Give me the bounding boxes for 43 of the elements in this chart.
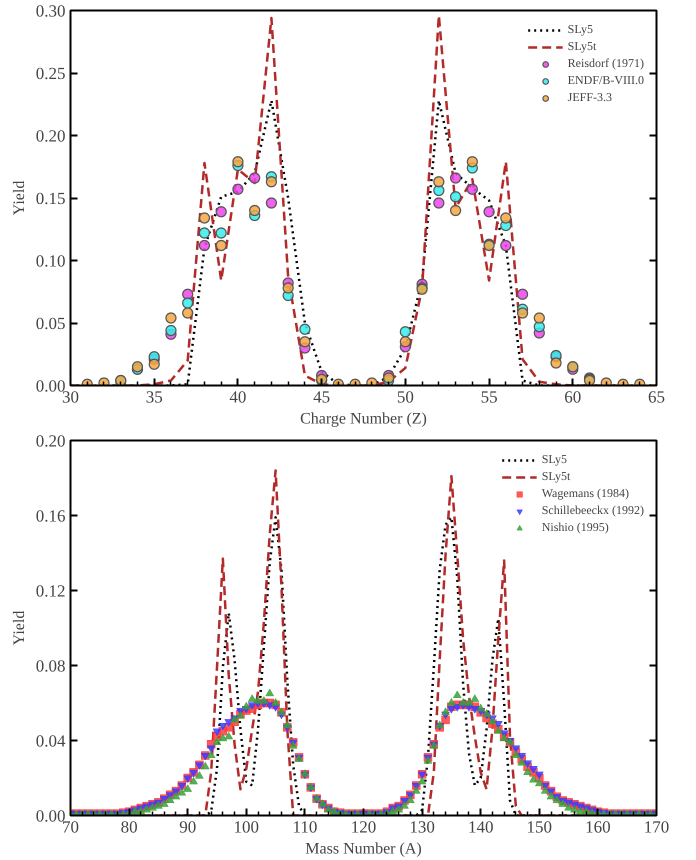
legend-label: Reisdorf (1971) (568, 56, 644, 71)
legend-label: SLy5 (542, 452, 568, 467)
x-tick-label: 65 (648, 388, 665, 406)
legend-label: SLy5 (568, 22, 594, 37)
legend-label: Schillebeeckx (1992) (542, 503, 644, 518)
y-tick-label: 0.12 (36, 582, 66, 600)
y-tick-label: 0.04 (36, 732, 66, 750)
x-tick-label: 55 (480, 388, 498, 406)
legend-label: ENDF/B-VIII.0 (568, 73, 644, 88)
x-tick-label: 100 (234, 818, 260, 836)
y-axis-title: Yield (10, 610, 28, 646)
legend-label: SLy5t (568, 39, 596, 54)
y-tick-label: 0.20 (36, 432, 66, 450)
y-tick-label: 0.15 (36, 189, 66, 208)
y-tick-label: 0.25 (36, 64, 66, 83)
y-tick-label: 0.30 (36, 2, 66, 20)
legend-label: SLy5t (542, 469, 570, 484)
y-axis-title: Yield (10, 180, 28, 216)
legend-label: Wagemans (1984) (542, 486, 630, 501)
y-tick-label: 0.08 (36, 656, 66, 676)
x-tick-label: 160 (585, 818, 611, 836)
y-tick-label: 0.16 (36, 506, 66, 526)
x-tick-label: 40 (229, 388, 246, 406)
x-tick-label: 60 (564, 388, 582, 406)
y-tick-label: 0.05 (36, 314, 66, 333)
x-tick-label: 170 (644, 818, 670, 836)
x-tick-label: 50 (396, 388, 414, 406)
y-tick-label: 0.00 (36, 376, 66, 396)
y-tick-label: 0.10 (36, 252, 66, 270)
legend-label: JEFF-3.3 (568, 90, 612, 105)
x-tick-label: 110 (292, 818, 318, 836)
x-tick-label: 45 (313, 388, 330, 406)
x-tick-label: 90 (179, 818, 196, 836)
x-tick-label: 80 (120, 818, 138, 836)
x-tick-label: 140 (468, 818, 494, 836)
x-axis-title: Charge Number (Z) (300, 410, 427, 428)
x-tick-label: 150 (526, 818, 552, 836)
x-tick-label: 120 (350, 818, 376, 836)
x-tick-label: 35 (146, 388, 163, 406)
x-axis-title: Mass Number (A) (305, 840, 422, 858)
x-tick-label: 130 (409, 818, 435, 836)
legend-label: Nishio (1995) (542, 520, 609, 535)
y-tick-label: 0.20 (36, 126, 66, 146)
